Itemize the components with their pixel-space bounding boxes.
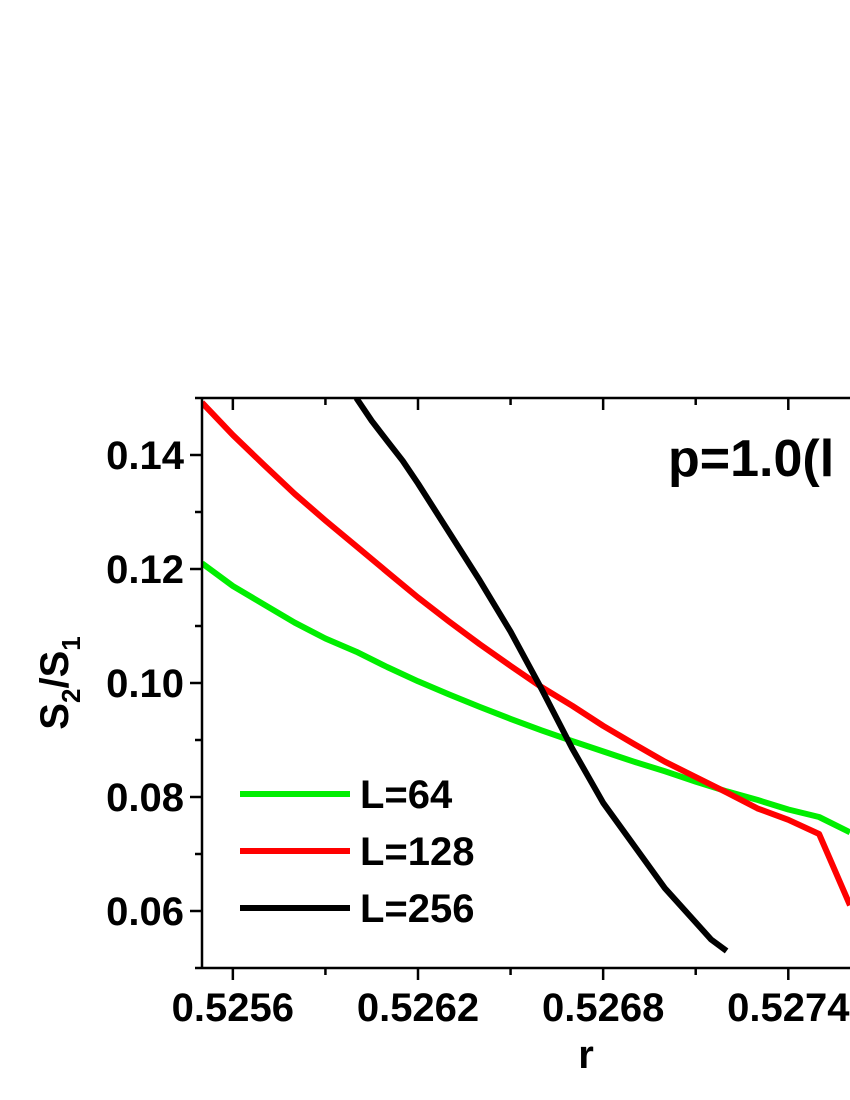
x-axis-label: r — [578, 1033, 594, 1077]
x-axis: 0.5256 0.5262 0.5268 0.5274 — [172, 398, 850, 1030]
y-tick-label: 0.06 — [106, 890, 184, 934]
x-tick-label: 0.5262 — [357, 986, 479, 1030]
y-label-sub-2: 1 — [56, 636, 86, 650]
y-label-sep: /S — [33, 651, 77, 689]
x-tick-label: 0.5256 — [172, 986, 294, 1030]
y-tick-label: 0.12 — [106, 548, 184, 592]
legend-label: L=128 — [360, 830, 475, 874]
y-axis-label: S2/S1 — [33, 636, 86, 729]
x-tick-label: 0.5274 — [727, 986, 850, 1030]
y-axis: 0.06 0.08 0.10 0.12 0.14 — [106, 396, 204, 970]
plot-area — [202, 396, 850, 954]
legend-label: L=64 — [360, 773, 453, 817]
legend-label: L=256 — [360, 887, 475, 931]
y-tick-label: 0.14 — [106, 434, 185, 478]
annotation-text: p=1.0(l — [668, 430, 834, 488]
y-tick-label: 0.08 — [106, 776, 184, 820]
series-line-l-64 — [202, 560, 850, 835]
y-tick-label: 0.10 — [106, 662, 184, 706]
series-line-l-256 — [353, 398, 729, 954]
series-line-l-128 — [202, 400, 850, 907]
y-label-sub-1: 2 — [56, 689, 86, 703]
legend: L=64 L=128 L=256 — [240, 773, 475, 931]
series-group — [202, 398, 850, 954]
y-label-base: S — [33, 703, 77, 730]
x-tick-label: 0.5268 — [542, 986, 664, 1030]
